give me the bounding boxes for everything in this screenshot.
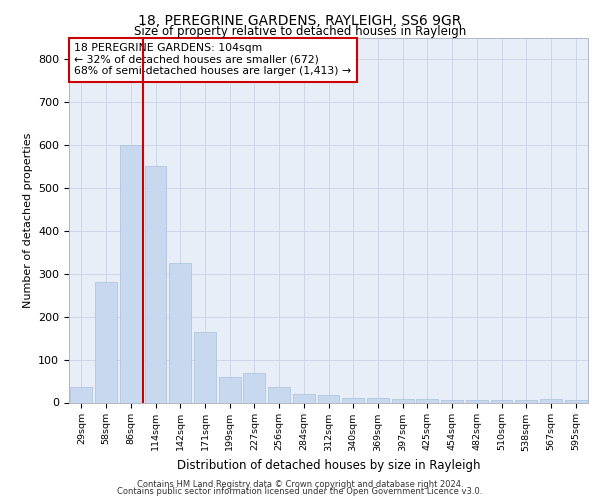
Bar [70, 388, 92, 402]
Text: 18 PEREGRINE GARDENS: 104sqm
← 32% of detached houses are smaller (672)
68% of s: 18 PEREGRINE GARDENS: 104sqm ← 32% of de… [74, 43, 352, 76]
Bar [317, 395, 340, 402]
Bar [343, 398, 364, 402]
Text: 18, PEREGRINE GARDENS, RAYLEIGH, SS6 9GR: 18, PEREGRINE GARDENS, RAYLEIGH, SS6 9GR [139, 14, 461, 28]
Bar [416, 399, 438, 402]
Text: Contains HM Land Registry data © Crown copyright and database right 2024.: Contains HM Land Registry data © Crown c… [137, 480, 463, 489]
Bar [120, 145, 142, 403]
Bar [392, 399, 413, 402]
Bar [268, 388, 290, 402]
Text: Contains public sector information licensed under the Open Government Licence v3: Contains public sector information licen… [118, 488, 482, 496]
Bar [194, 332, 216, 402]
Bar [466, 400, 488, 402]
Bar [540, 399, 562, 402]
Bar [169, 263, 191, 402]
Bar [515, 400, 537, 402]
Bar [491, 400, 512, 402]
Bar [145, 166, 166, 402]
Text: Size of property relative to detached houses in Rayleigh: Size of property relative to detached ho… [134, 25, 466, 38]
Bar [244, 374, 265, 402]
Bar [565, 400, 587, 402]
Bar [293, 394, 314, 402]
Bar [95, 282, 117, 403]
Bar [441, 400, 463, 402]
Y-axis label: Number of detached properties: Number of detached properties [23, 132, 32, 308]
X-axis label: Distribution of detached houses by size in Rayleigh: Distribution of detached houses by size … [177, 459, 480, 472]
Bar [219, 376, 241, 402]
Bar [367, 398, 389, 402]
